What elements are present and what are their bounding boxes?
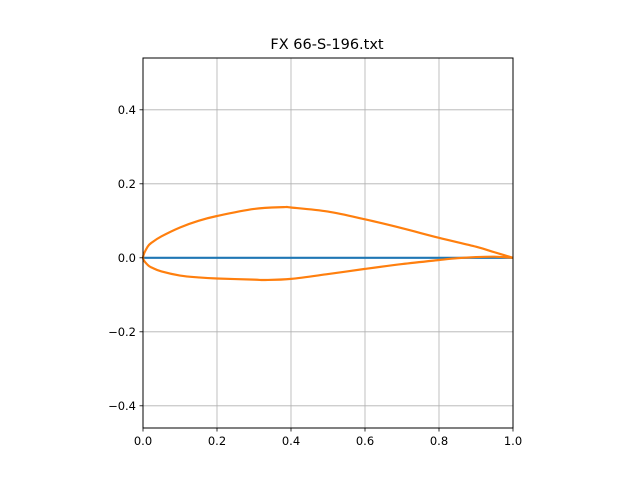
x-tick-label: 0.2: [208, 434, 226, 448]
series-line-1-airfoil-profile: [141, 205, 514, 282]
y-tick-label: −0.2: [108, 325, 136, 339]
x-axis-ticks: 0.0 0.2 0.4 0.6 0.8 1.0: [134, 428, 522, 448]
chart-title: FX 66-S-196.txt: [270, 37, 384, 53]
y-tick-label: 0.4: [118, 103, 136, 117]
plot-lines: [141, 205, 514, 282]
x-tick-label: 0.4: [282, 434, 300, 448]
y-tick-label: 0.0: [118, 251, 136, 265]
plot-frame: [142, 57, 514, 429]
y-axis-ticks: −0.4 −0.2 0.0 0.2 0.4: [108, 103, 143, 413]
x-tick-label: 0.8: [430, 434, 448, 448]
y-tick-label: 0.2: [118, 177, 136, 191]
x-tick-label: 1.0: [504, 434, 522, 448]
y-tick-label: −0.4: [108, 399, 136, 413]
x-tick-label: 0.0: [134, 434, 152, 448]
x-tick-label: 0.6: [356, 434, 374, 448]
